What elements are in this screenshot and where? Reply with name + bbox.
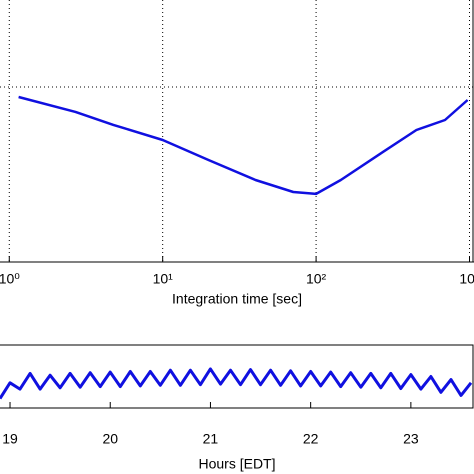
bottom-frame <box>0 344 474 409</box>
x-tick-label: 10¹ <box>153 271 174 287</box>
x-tick-label: 21 <box>203 431 219 447</box>
x-tick-label: 10² <box>306 271 327 287</box>
x-tick-label: 20 <box>102 431 118 447</box>
data-line <box>0 367 473 400</box>
x-tick-label: 19 <box>2 431 18 447</box>
data-line <box>18 95 469 196</box>
x-tick-label: 23 <box>403 431 419 447</box>
x-axis-label: Integration time [sec] <box>172 291 302 307</box>
x-tick-label: 10⁰ <box>0 271 20 287</box>
x-tick-label: 22 <box>303 431 319 447</box>
x-tick-label: 10³ <box>459 271 474 287</box>
x-axis-label: Hours [EDT] <box>198 456 275 472</box>
